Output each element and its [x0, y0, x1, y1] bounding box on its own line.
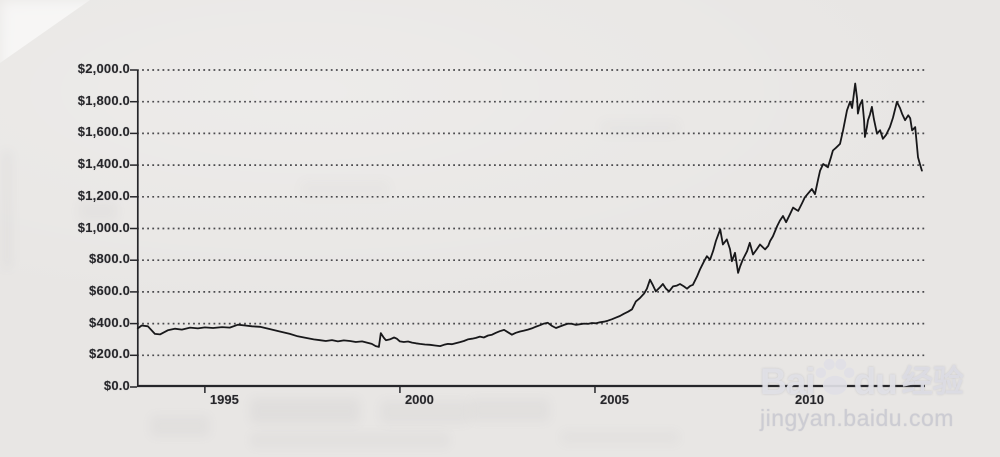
gold-price-series-line	[136, 82, 923, 348]
y-axis-tick-label: $800.0	[89, 251, 130, 267]
x-axis-tick-label: 2000	[404, 392, 434, 407]
ghost-smudge	[250, 398, 360, 424]
page-glare	[0, 0, 90, 63]
gold-price-line-chart	[130, 69, 925, 393]
y-axis-tick-label: $1,800.0	[77, 92, 130, 108]
watermark-brand-row: Bai du 经验	[760, 357, 998, 405]
watermark-brand-right: du	[853, 360, 898, 402]
ghost-smudge	[470, 398, 550, 422]
ghost-smudge	[2, 150, 12, 270]
ghost-smudge	[150, 415, 210, 437]
x-axis-tick-label: 2010	[795, 392, 824, 407]
paw-icon	[815, 358, 855, 395]
watermark: Bai du 经验 jingyan.baidu.com	[760, 357, 998, 430]
y-axis-tick-label: $1,400.0	[77, 156, 130, 172]
ghost-smudge	[380, 400, 470, 424]
watermark-url: jingyan.baidu.com	[760, 405, 954, 431]
y-axis-tick-label: $1,600.0	[77, 124, 130, 140]
ghost-smudge	[78, 200, 118, 222]
y-axis-tick-label: $400.0	[89, 314, 130, 330]
watermark-brand-left: Bai	[760, 360, 816, 402]
x-axis-tick-label: 2005	[600, 392, 629, 407]
watermark-brand-suffix: 经验	[901, 363, 964, 399]
y-axis-tick-label: $2,000.0	[77, 61, 130, 76]
ghost-smudge	[560, 430, 680, 445]
y-axis-tick-label: $600.0	[89, 282, 130, 298]
ghost-smudge	[250, 432, 450, 448]
y-axis-tick-label: $1,200.0	[77, 187, 130, 203]
x-axis-tick-label: 1995	[209, 392, 239, 407]
y-axis-tick-label: $1,000.0	[77, 219, 130, 235]
y-axis-tick-label: $0.0	[103, 378, 130, 393]
y-axis-tick-label: $200.0	[89, 346, 130, 362]
